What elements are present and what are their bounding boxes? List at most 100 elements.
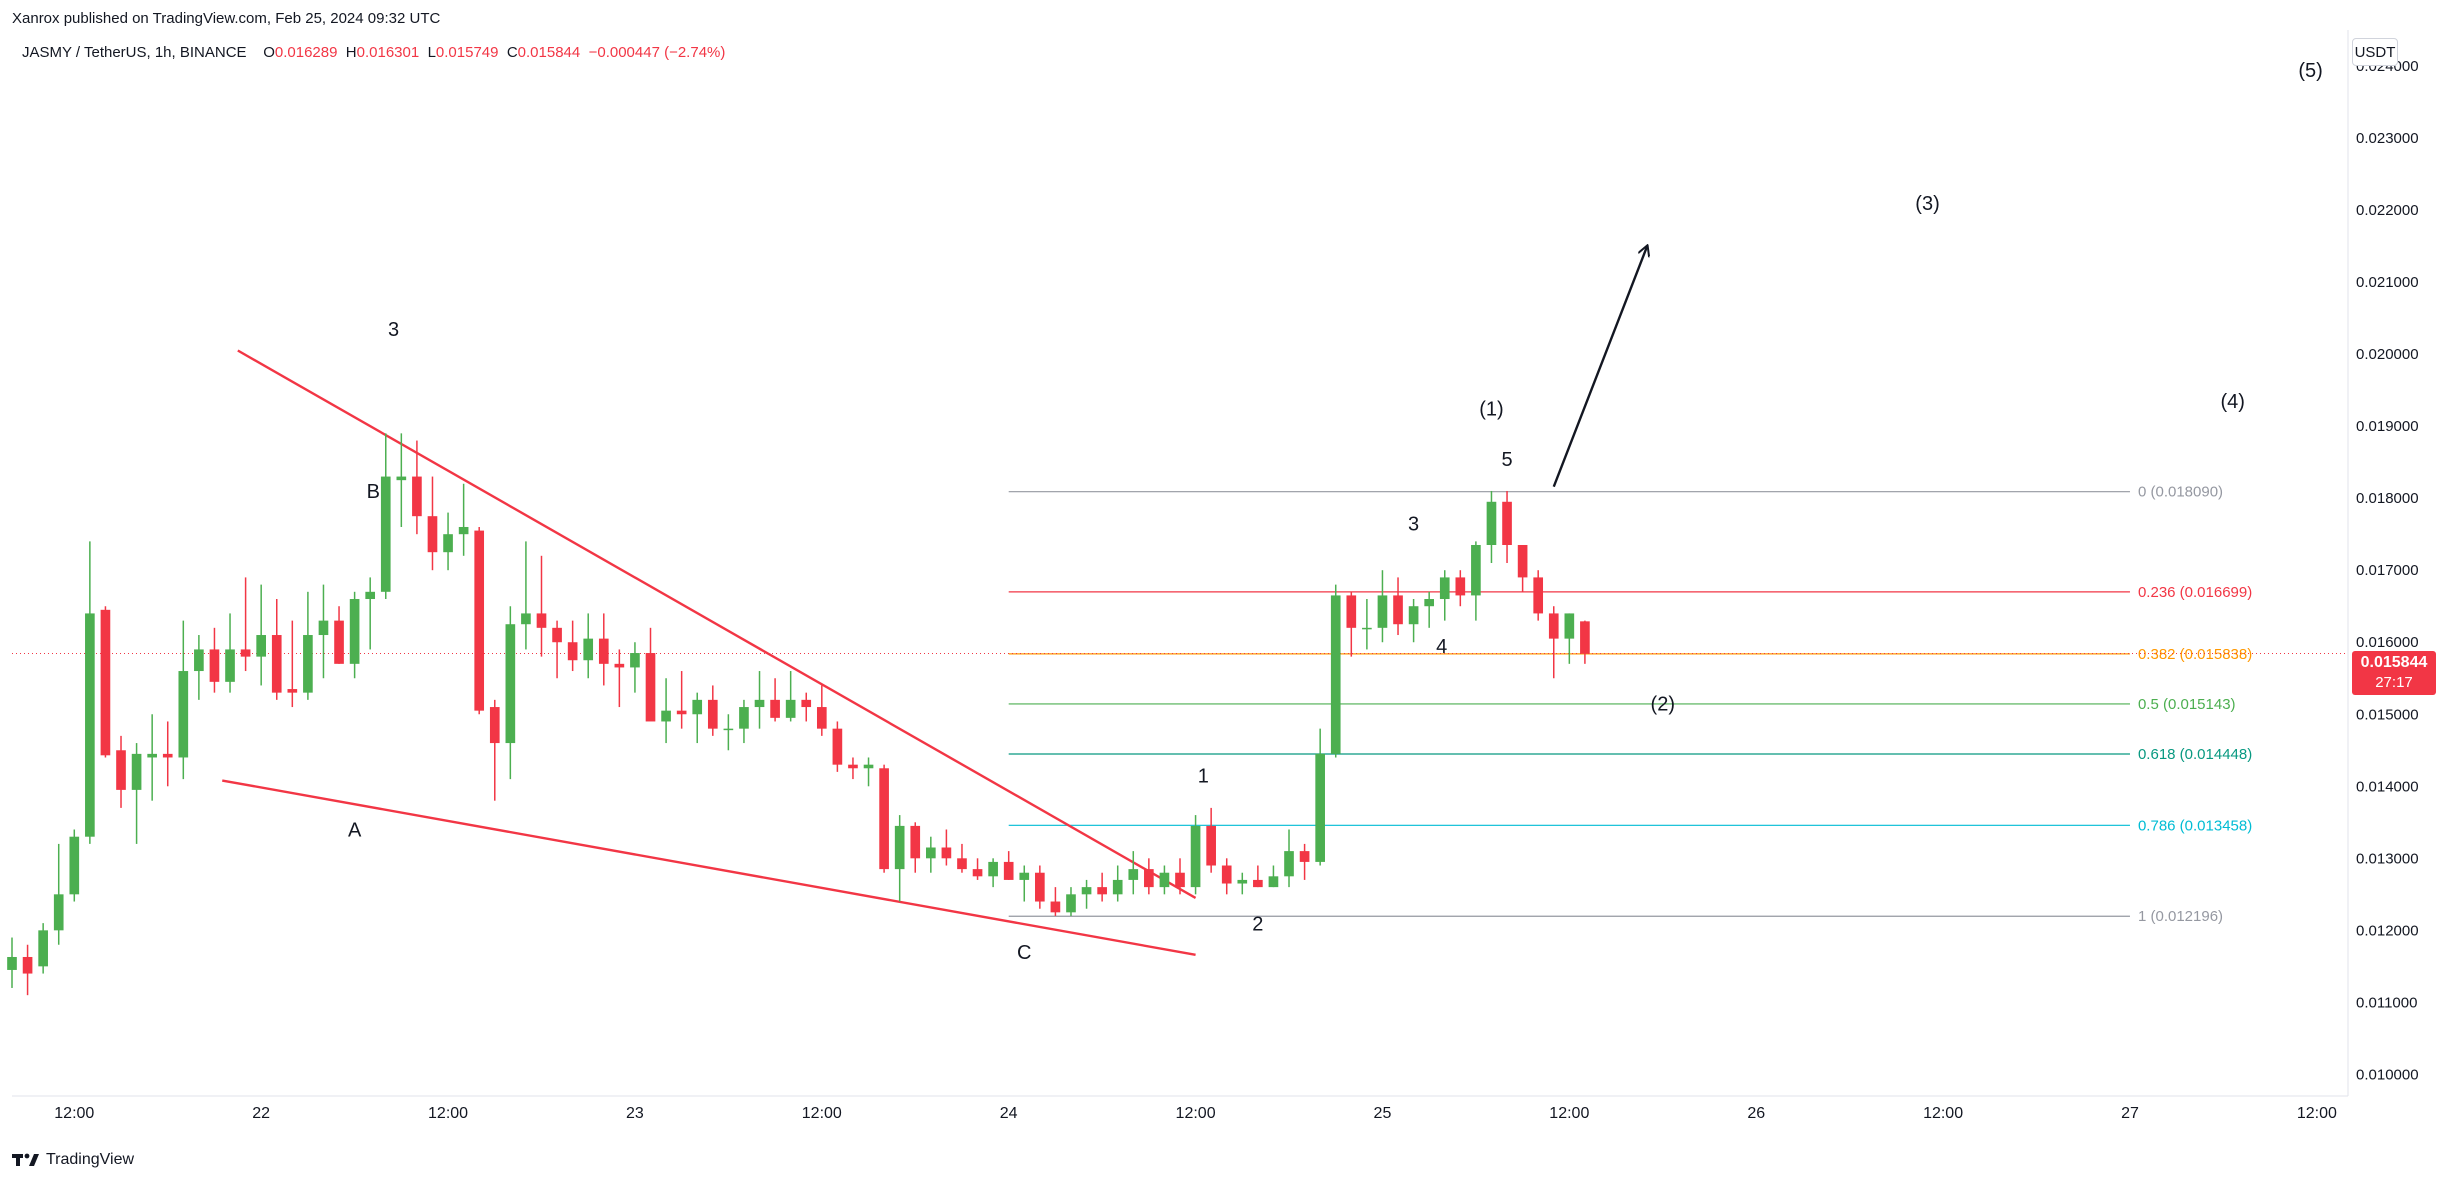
candle[interactable] — [1408, 599, 1419, 643]
candle[interactable] — [505, 606, 516, 780]
candle[interactable] — [7, 937, 17, 988]
candle[interactable] — [1564, 613, 1575, 664]
candle[interactable] — [1268, 865, 1279, 888]
candle[interactable] — [1019, 865, 1030, 902]
candle[interactable] — [552, 620, 562, 679]
candle[interactable] — [941, 829, 952, 866]
candle[interactable] — [988, 858, 998, 888]
candle[interactable] — [22, 944, 33, 996]
candle[interactable] — [1190, 815, 1201, 895]
candle[interactable] — [583, 613, 594, 679]
candle[interactable] — [303, 591, 313, 700]
candle[interactable] — [365, 577, 376, 650]
candle[interactable] — [349, 591, 360, 679]
candle[interactable] — [1128, 851, 1139, 895]
candle[interactable] — [1097, 872, 1107, 902]
candle[interactable] — [957, 843, 967, 873]
candle[interactable] — [240, 577, 251, 672]
candle[interactable] — [1221, 858, 1232, 895]
candle[interactable] — [53, 843, 64, 945]
candle[interactable] — [567, 620, 578, 672]
candle[interactable] — [1112, 865, 1123, 902]
candle[interactable] — [194, 635, 204, 700]
candle[interactable] — [1299, 843, 1310, 880]
candle[interactable] — [318, 584, 329, 679]
candle[interactable] — [1502, 490, 1512, 563]
candle[interactable] — [1330, 584, 1341, 758]
candle[interactable] — [458, 483, 469, 556]
candle[interactable] — [1455, 570, 1466, 607]
candle[interactable] — [1035, 865, 1045, 909]
trendlines[interactable] — [12, 246, 2348, 957]
candle[interactable] — [692, 692, 703, 744]
candle[interactable] — [1144, 858, 1154, 895]
candle[interactable] — [1315, 728, 1325, 866]
candle[interactable] — [910, 822, 921, 873]
candle[interactable] — [1346, 591, 1357, 657]
projection-arrow[interactable] — [1552, 246, 1647, 488]
candle[interactable] — [723, 714, 734, 751]
candle[interactable] — [1548, 606, 1559, 679]
candle[interactable] — [1253, 865, 1263, 888]
candle[interactable] — [225, 613, 235, 693]
candle[interactable] — [100, 606, 111, 758]
candle[interactable] — [1533, 570, 1544, 621]
candle[interactable] — [614, 649, 625, 708]
candle[interactable] — [832, 721, 843, 772]
candle[interactable] — [1471, 541, 1481, 621]
tradingview-brand[interactable]: TradingView — [12, 1151, 134, 1169]
candle[interactable] — [1081, 879, 1092, 909]
candle[interactable] — [69, 829, 80, 902]
candle[interactable] — [598, 613, 609, 686]
trendline[interactable] — [237, 349, 1197, 899]
candle[interactable] — [1362, 599, 1372, 650]
candle[interactable] — [739, 699, 749, 744]
candle[interactable] — [334, 606, 344, 664]
candle[interactable] — [676, 671, 687, 729]
candle[interactable] — [489, 699, 500, 801]
candle[interactable] — [521, 541, 531, 650]
candle[interactable] — [1284, 829, 1294, 888]
candle[interactable] — [1424, 591, 1435, 628]
candle[interactable] — [209, 627, 220, 693]
candle[interactable] — [1175, 858, 1185, 895]
candle[interactable] — [1050, 887, 1061, 916]
candle[interactable] — [661, 678, 671, 744]
candle[interactable] — [474, 526, 485, 715]
candle[interactable] — [443, 512, 453, 571]
candle[interactable] — [1159, 865, 1170, 895]
candle[interactable] — [536, 555, 547, 657]
candle[interactable] — [630, 642, 640, 693]
candle[interactable] — [1066, 887, 1076, 916]
candle[interactable] — [396, 433, 407, 527]
candle[interactable] — [925, 836, 936, 873]
candle[interactable] — [412, 440, 422, 535]
candle[interactable] — [816, 685, 827, 736]
candle[interactable] — [879, 764, 889, 873]
candle[interactable] — [645, 627, 656, 722]
candle[interactable] — [178, 620, 189, 780]
candles[interactable] — [7, 433, 1590, 996]
candle[interactable] — [427, 476, 438, 571]
candle[interactable] — [131, 743, 142, 844]
candle[interactable] — [770, 678, 780, 722]
candle[interactable] — [848, 757, 858, 780]
candle[interactable] — [1439, 570, 1450, 621]
candle[interactable] — [162, 721, 173, 787]
candle[interactable] — [754, 671, 765, 729]
candle[interactable] — [972, 858, 983, 880]
currency-unit-label[interactable]: USDT — [2352, 38, 2398, 66]
candle[interactable] — [707, 685, 718, 736]
candle[interactable] — [1486, 490, 1497, 563]
candle[interactable] — [1393, 577, 1403, 636]
candle[interactable] — [256, 584, 267, 686]
candle[interactable] — [1206, 807, 1216, 873]
candle[interactable] — [380, 433, 391, 600]
candle[interactable] — [801, 692, 812, 722]
candle[interactable] — [1377, 570, 1388, 643]
trendline[interactable] — [222, 779, 1196, 957]
candle[interactable] — [116, 735, 126, 808]
candle[interactable] — [85, 541, 95, 844]
fibonacci-retracement[interactable]: 0 (0.018090) 0.236 (0.016699) 0.382 (0.015… — [1008, 484, 2253, 926]
